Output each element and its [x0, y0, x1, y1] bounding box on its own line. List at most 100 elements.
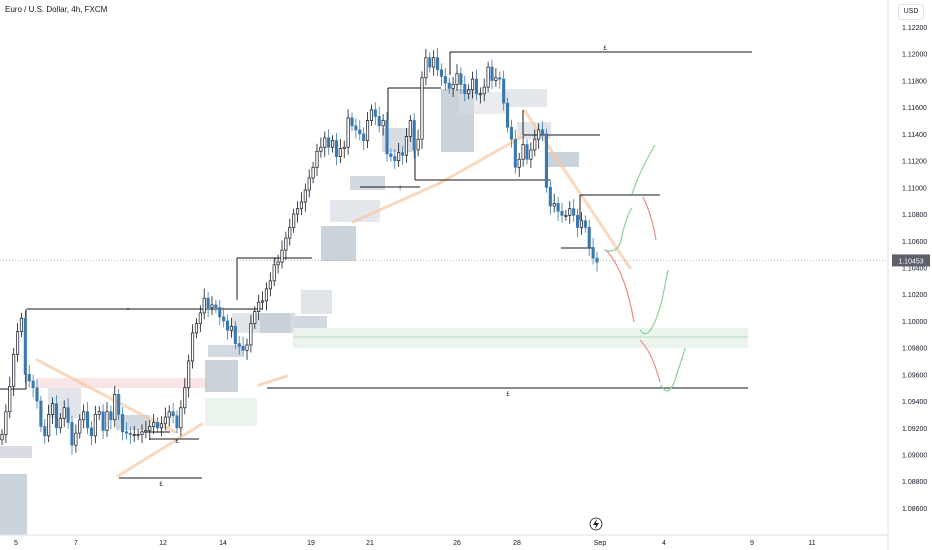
price-tick-label: 1.09400 [902, 399, 927, 406]
current-price-tag [892, 254, 930, 267]
candle-body [132, 434, 136, 436]
candle-body [494, 77, 498, 81]
candle-body [579, 220, 583, 228]
candle-body [70, 422, 74, 446]
level-labels: £ £ £ £ ^ † † [127, 46, 607, 531]
price-zone [295, 316, 327, 328]
candle-body [583, 220, 587, 228]
candle-body [548, 186, 552, 207]
candle-body [144, 430, 148, 433]
price-zone [459, 92, 509, 114]
candle-body [447, 82, 451, 89]
candle-body [253, 311, 257, 324]
candle-body [436, 57, 440, 71]
candle-body [416, 138, 420, 151]
candle-body [412, 120, 416, 151]
candle-body [513, 138, 517, 168]
candle-body [459, 73, 463, 85]
candle-body [82, 411, 86, 421]
candle-body [443, 76, 447, 84]
candle-body [385, 120, 389, 155]
candle-body [478, 93, 482, 96]
price-axis: 1.12200 1.12000 1.11800 1.11600 1.11400 1.112… [887, 0, 930, 550]
candle-body [202, 297, 206, 314]
time-tick-label: 28 [513, 540, 521, 547]
trend-line [257, 374, 289, 387]
candle-body [43, 426, 47, 437]
candle-body [358, 129, 362, 135]
candle-body [86, 411, 90, 429]
candle-body [124, 431, 128, 434]
price-tick-label: 1.10000 [902, 319, 927, 326]
candle-body [89, 427, 93, 437]
candle-body [183, 387, 187, 409]
projection-arrow [642, 196, 657, 241]
candle-body [148, 426, 152, 431]
candle-body [424, 57, 428, 79]
candle-body [331, 140, 335, 148]
candle-body [303, 189, 307, 203]
price-zone [205, 398, 257, 426]
price-zone [116, 415, 150, 430]
time-tick-label: 9 [750, 540, 754, 547]
price-zone [301, 290, 332, 314]
candle-body [198, 312, 202, 324]
candle-body [556, 203, 560, 212]
candle-body [568, 208, 572, 216]
candle-body [159, 423, 163, 429]
candle-body [366, 120, 370, 141]
eq-low-left-label: £ [159, 482, 163, 488]
candle-body [373, 109, 377, 117]
price-zone [0, 474, 27, 535]
time-tick-label: 21 [366, 540, 374, 547]
time-tick-label: 19 [307, 540, 315, 547]
candle-body [39, 400, 43, 427]
candle-body [51, 403, 55, 415]
candle-body [350, 117, 354, 127]
candle-body [564, 215, 568, 217]
time-tick-label: 26 [453, 540, 461, 547]
candle-body [455, 73, 459, 85]
candle-body [93, 414, 97, 437]
price-tick-label: 1.08800 [902, 479, 927, 486]
price-zone [205, 360, 238, 392]
candle-body [521, 144, 525, 160]
candle-body [474, 78, 478, 95]
candle-body [264, 288, 268, 302]
price-tick-label: 1.10400 [902, 265, 927, 272]
candle-body [393, 156, 397, 161]
candle-body [206, 297, 210, 308]
candle-body [404, 136, 408, 156]
candle-body [128, 432, 132, 435]
trend-line [116, 422, 204, 478]
candle-body [315, 150, 319, 168]
candle-body [552, 203, 556, 207]
candle-body [506, 102, 510, 128]
candle-body [560, 211, 564, 216]
candle-body [249, 323, 253, 346]
candle-body [401, 152, 405, 156]
candle-body [27, 374, 31, 382]
time-axis: 5 7 12 14 19 21 26 28 Sep 4 9 11 [0, 534, 888, 547]
zones-layer [0, 89, 748, 535]
candle-body [261, 300, 265, 303]
candle-body [323, 137, 327, 148]
price-zone [260, 313, 295, 333]
candle-body [292, 213, 296, 228]
candle-body [346, 117, 350, 148]
candle-body [78, 419, 82, 434]
candle-body [218, 307, 222, 318]
candle-body [389, 153, 393, 157]
currency-button[interactable]: USD [898, 4, 924, 20]
candle-body [194, 323, 198, 334]
candle-body [187, 360, 191, 389]
candle-body [210, 304, 214, 308]
lightning-icon [593, 519, 599, 529]
candle-body [486, 66, 490, 88]
time-tick-label: 14 [219, 540, 227, 547]
candle-body [498, 77, 502, 80]
candle-body [311, 166, 315, 179]
candle-body [257, 301, 261, 312]
candle-body [140, 431, 144, 435]
